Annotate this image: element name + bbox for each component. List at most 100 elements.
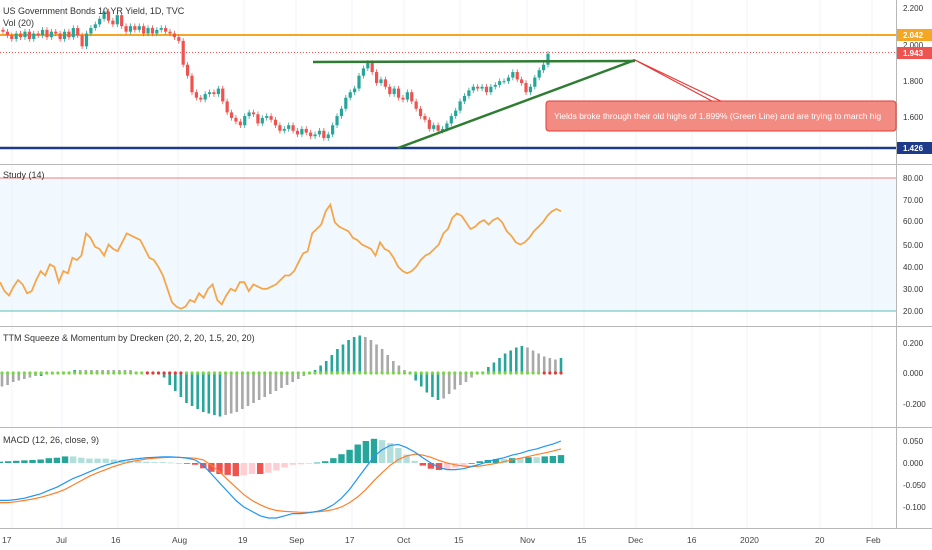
callout-pointer bbox=[634, 59, 728, 105]
candle bbox=[229, 112, 234, 118]
date-label: Jul bbox=[56, 535, 67, 545]
ttm-bar bbox=[341, 344, 345, 373]
squeeze-dot bbox=[419, 371, 423, 375]
ttm-bar bbox=[17, 373, 21, 381]
squeeze-dot bbox=[559, 371, 563, 375]
price-badge-blue bbox=[897, 142, 932, 154]
candle bbox=[172, 33, 177, 38]
ttm-bar bbox=[23, 373, 26, 379]
macd-bar bbox=[78, 457, 85, 463]
tick-label: 20.00 bbox=[903, 307, 924, 316]
squeeze-dot bbox=[302, 371, 306, 375]
tick-label: 80.00 bbox=[903, 174, 924, 183]
candle bbox=[388, 86, 392, 95]
squeeze-dot bbox=[101, 371, 105, 375]
candle bbox=[339, 108, 344, 117]
time-axis[interactable]: 17 Jul 16 Aug 19 Sep 17 Oct 15 Nov 15 De… bbox=[2, 535, 881, 545]
date-label: 15 bbox=[454, 535, 464, 545]
macd-bar bbox=[208, 463, 215, 472]
candle bbox=[225, 101, 229, 113]
ttm-bar bbox=[358, 335, 362, 373]
tick-label: 50.00 bbox=[903, 241, 924, 250]
macd-bar bbox=[256, 463, 264, 474]
squeeze-dot bbox=[380, 371, 384, 375]
candle bbox=[120, 15, 124, 27]
candle bbox=[546, 53, 550, 65]
green-resistance-line[interactable] bbox=[312, 59, 636, 64]
macd-bar bbox=[110, 459, 118, 463]
ascending-trendline[interactable] bbox=[397, 58, 636, 150]
squeeze-dot bbox=[497, 371, 502, 375]
squeeze-dot bbox=[190, 371, 194, 375]
ttm-bar bbox=[28, 373, 32, 378]
ttm-bar bbox=[179, 373, 183, 397]
price-axis[interactable]: 2.200 2.000 1.800 1.600 2.042 1.943 1.42… bbox=[897, 4, 932, 154]
macd-signal-line[interactable] bbox=[0, 448, 562, 513]
ttm-bar bbox=[542, 356, 546, 373]
squeeze-dot bbox=[279, 371, 284, 375]
ttm-bar bbox=[386, 355, 390, 373]
ttm-bar bbox=[531, 350, 535, 373]
squeeze-dot bbox=[374, 371, 379, 375]
candle bbox=[10, 35, 14, 40]
ttm-bar bbox=[190, 373, 194, 406]
squeeze-dot bbox=[140, 371, 144, 375]
ttm-bar bbox=[554, 359, 557, 373]
candle bbox=[361, 68, 366, 76]
candle bbox=[295, 130, 300, 135]
annotation-callout[interactable]: Yields broke through their old highs of … bbox=[545, 100, 897, 132]
squeeze-dot bbox=[268, 371, 272, 375]
candle bbox=[309, 132, 313, 137]
macd-bar bbox=[533, 457, 540, 463]
candle bbox=[111, 20, 115, 25]
candle bbox=[353, 88, 357, 93]
candle bbox=[177, 37, 181, 41]
candle bbox=[14, 33, 18, 40]
candle bbox=[137, 26, 141, 30]
ttm-bar bbox=[224, 373, 227, 415]
macd-bar bbox=[419, 463, 426, 466]
squeeze-dot bbox=[486, 371, 490, 375]
tick-label: 1.600 bbox=[903, 113, 924, 122]
macd-bar bbox=[0, 461, 4, 463]
candle bbox=[300, 128, 304, 135]
candle bbox=[260, 117, 264, 124]
candle bbox=[221, 88, 225, 102]
macd-bar bbox=[330, 458, 337, 463]
squeeze-dot bbox=[442, 371, 446, 375]
candle bbox=[216, 88, 220, 95]
macd-bar bbox=[281, 463, 288, 468]
squeeze-dot bbox=[212, 371, 217, 375]
macd-bar bbox=[346, 449, 353, 463]
ttm-bar bbox=[241, 373, 244, 409]
candle bbox=[18, 33, 23, 38]
candle bbox=[493, 84, 497, 87]
study-line[interactable] bbox=[0, 202, 562, 310]
candle bbox=[520, 79, 524, 84]
macd-line[interactable] bbox=[0, 440, 562, 519]
squeeze-dot bbox=[95, 371, 99, 375]
macd-bar bbox=[13, 460, 20, 463]
ttm-bar bbox=[503, 353, 507, 373]
ttm-bar bbox=[375, 344, 378, 373]
squeeze-dot bbox=[509, 371, 513, 375]
squeeze-dot bbox=[151, 371, 155, 375]
ttm-bar bbox=[397, 365, 401, 373]
candle bbox=[445, 123, 449, 129]
ttm-bar bbox=[520, 346, 524, 373]
ttm-bar bbox=[380, 349, 384, 373]
candle bbox=[506, 77, 511, 82]
annotation-box[interactable] bbox=[545, 100, 897, 132]
squeeze-dot bbox=[0, 371, 4, 375]
main-pane: Yields broke through their old highs of … bbox=[0, 6, 897, 150]
candle bbox=[313, 134, 317, 137]
candle bbox=[454, 110, 458, 117]
macd-bar bbox=[69, 456, 77, 463]
ttm-bar bbox=[274, 373, 278, 391]
ttm-bar bbox=[213, 373, 216, 415]
date-label: Aug bbox=[172, 535, 187, 545]
squeeze-dot bbox=[481, 371, 485, 375]
tick-label: -0.050 bbox=[903, 481, 926, 490]
price-badge-label: 1.426 bbox=[903, 144, 924, 153]
